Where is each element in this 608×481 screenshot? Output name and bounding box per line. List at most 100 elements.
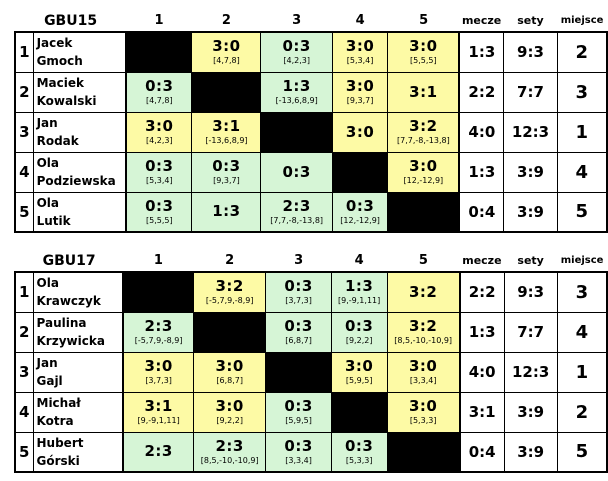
player-number: 4 <box>13 151 34 193</box>
table-gbu15: GBU15 1 2 3 4 5 mecze sety miejsce 1 Jace… <box>13 10 608 233</box>
set-points: [3,3,4] <box>285 455 312 465</box>
match-score: 3:1 <box>144 397 173 415</box>
self-cell <box>331 151 389 193</box>
player-row: 2 Maciek Kowalski 0:3 [4,7,8] 1:3 [-13,6,8,9] 3… <box>13 71 608 113</box>
match-cell: 0:3 <box>260 151 333 193</box>
match-cell: 3:1 <box>387 71 460 113</box>
header-row: GBU15 1 2 3 4 5 mecze sety miejsce <box>15 10 607 33</box>
player-last-name: Krawczyk <box>36 294 101 309</box>
self-cell <box>265 351 332 393</box>
match-score: 0:3 <box>145 196 174 215</box>
col-header-mecze: mecze <box>459 250 505 273</box>
match-score: 3:0 <box>409 157 438 175</box>
player-last-name: Podziewska <box>36 174 116 188</box>
player-row: 1 Jacek Gmoch 3:0 [4,7,8] 0:3 [4,2,3] 3:0 [5,3,4… <box>13 31 608 73</box>
self-cell <box>191 71 262 113</box>
player-first-name: Ola <box>36 276 59 291</box>
match-score: 3:0 <box>215 397 244 415</box>
set-points: [7,7,-8,-13,8] <box>270 215 324 225</box>
match-cell: 0:3 [5,3,3] <box>330 431 388 473</box>
sets-result: 3:9 <box>503 191 558 233</box>
match-cell: 0:3 [9,3,7] <box>191 151 262 193</box>
match-cell: 0:3 [4,7,8] <box>125 71 193 113</box>
col-header: 2 <box>193 250 266 273</box>
set-points: [9,2,2] <box>345 336 373 345</box>
match-score: 3:2 <box>215 277 244 296</box>
sets-result: 7:7 <box>503 71 558 113</box>
set-points: [5,3,3] <box>409 416 437 425</box>
match-score: 0:3 <box>282 162 311 181</box>
player-name: Hubert Górski <box>32 431 125 473</box>
match-score: 2:3 <box>144 442 173 461</box>
match-score: 3:0 <box>212 37 241 56</box>
player-number: 5 <box>14 431 34 473</box>
match-score: 3:0 <box>408 357 438 375</box>
match-score: 3:0 <box>144 357 173 375</box>
matches-result: 1:3 <box>458 31 505 73</box>
match-cell: 0:3 [9,2,2] <box>330 311 388 353</box>
match-score: 2:3 <box>144 317 173 335</box>
matches-result: 2:2 <box>458 271 505 313</box>
match-cell: 0:3 [6,8,7] <box>265 311 332 353</box>
place: 1 <box>556 351 608 393</box>
match-cell: 3:0 [9,3,7] <box>331 71 389 113</box>
match-cell: 2:3 [8,5,-10,-10,9] <box>192 431 267 473</box>
matches-result: 2:2 <box>458 71 505 113</box>
set-points: [4,7,8] <box>213 56 240 66</box>
player-first-name: Jan <box>36 116 58 130</box>
player-last-name: Górski <box>36 453 80 468</box>
self-cell <box>386 431 461 473</box>
matches-result: 1:3 <box>458 311 505 353</box>
set-points: [4,7,8] <box>145 96 173 105</box>
match-cell: 0:3 [4,2,3] <box>260 31 333 73</box>
player-row: 2 Paulina Krzywicka 2:3 [-5,7,9,-8,9] 0:3 [6,8… <box>14 311 608 353</box>
player-last-name: Rodak <box>36 134 79 148</box>
set-points: [5,3,4] <box>145 176 173 185</box>
player-number: 3 <box>14 351 34 393</box>
place: 5 <box>556 191 608 233</box>
self-cell <box>122 271 194 313</box>
matches-result: 0:4 <box>458 191 505 233</box>
match-score: 3:0 <box>409 37 438 56</box>
self-cell <box>387 191 460 233</box>
player-name: Paulina Krzywicka <box>32 311 125 353</box>
col-header: 3 <box>260 10 333 33</box>
set-points: [9,3,7] <box>213 176 240 185</box>
match-cell: 3:0 [9,2,2] <box>192 391 267 433</box>
tbody: 1 Jacek Gmoch 3:0 [4,7,8] 0:3 [4,2,3] 3:0 [5,3,4… <box>13 31 608 233</box>
match-cell: 3:0 [4,2,3] <box>125 111 193 153</box>
player-number: 5 <box>13 191 34 233</box>
match-score: 0:3 <box>345 196 375 215</box>
set-points: [12,-12,9] <box>403 176 444 185</box>
col-header: 1 <box>126 10 192 33</box>
matches-result: 4:0 <box>458 351 505 393</box>
set-points: [3,7,3] <box>145 376 172 385</box>
place: 5 <box>556 431 608 473</box>
col-header: 3 <box>265 250 332 273</box>
match-score: 3:0 <box>345 77 375 95</box>
player-name: Maciek Kowalski <box>32 71 128 113</box>
set-points: [-5,7,9,-8,9] <box>205 296 254 306</box>
match-cell: 1:3 [9,-9,1,11] <box>330 271 388 313</box>
match-score: 1:3 <box>282 77 311 95</box>
match-score: 0:3 <box>282 37 311 56</box>
sets-result: 3:9 <box>503 431 558 473</box>
match-cell: 3:2 [7,7,-8,-13,8] <box>387 111 460 153</box>
sets-result: 12:3 <box>503 111 558 153</box>
table-title: GBU17 <box>15 250 124 273</box>
col-header-miejsce: miejsce <box>557 250 607 273</box>
player-number: 2 <box>13 71 34 113</box>
match-score: 3:1 <box>409 82 438 101</box>
match-cell: 3:1 [9,-9,1,11] <box>122 391 194 433</box>
player-number: 1 <box>14 271 34 313</box>
player-row: 4 Michał Kotra 3:1 [9,-9,1,11] 3:0 [9,2,2] 0:3[… <box>14 391 608 433</box>
set-points: [3,3,4] <box>409 376 437 385</box>
sets-result: 3:9 <box>503 151 558 193</box>
match-score: 2:3 <box>215 436 244 455</box>
match-score: 3:1 <box>212 117 241 135</box>
set-points: [-13,6,8,9] <box>275 96 318 105</box>
match-score: 3:0 <box>215 357 244 375</box>
self-cell <box>330 391 388 433</box>
match-cell: 3:2 [8,5,-10,-10,9] <box>386 311 461 353</box>
set-points: [5,3,3] <box>345 455 373 465</box>
